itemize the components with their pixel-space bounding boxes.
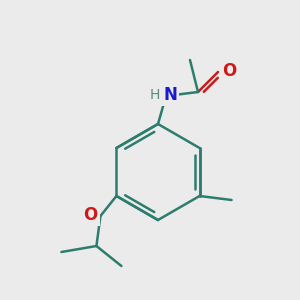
Text: H: H [150,88,160,102]
Text: O: O [83,206,98,224]
Text: O: O [222,62,236,80]
Text: O: O [83,206,98,224]
Text: N: N [163,86,177,104]
Text: N: N [163,86,177,104]
Text: H: H [150,88,160,102]
Text: O: O [222,62,236,80]
